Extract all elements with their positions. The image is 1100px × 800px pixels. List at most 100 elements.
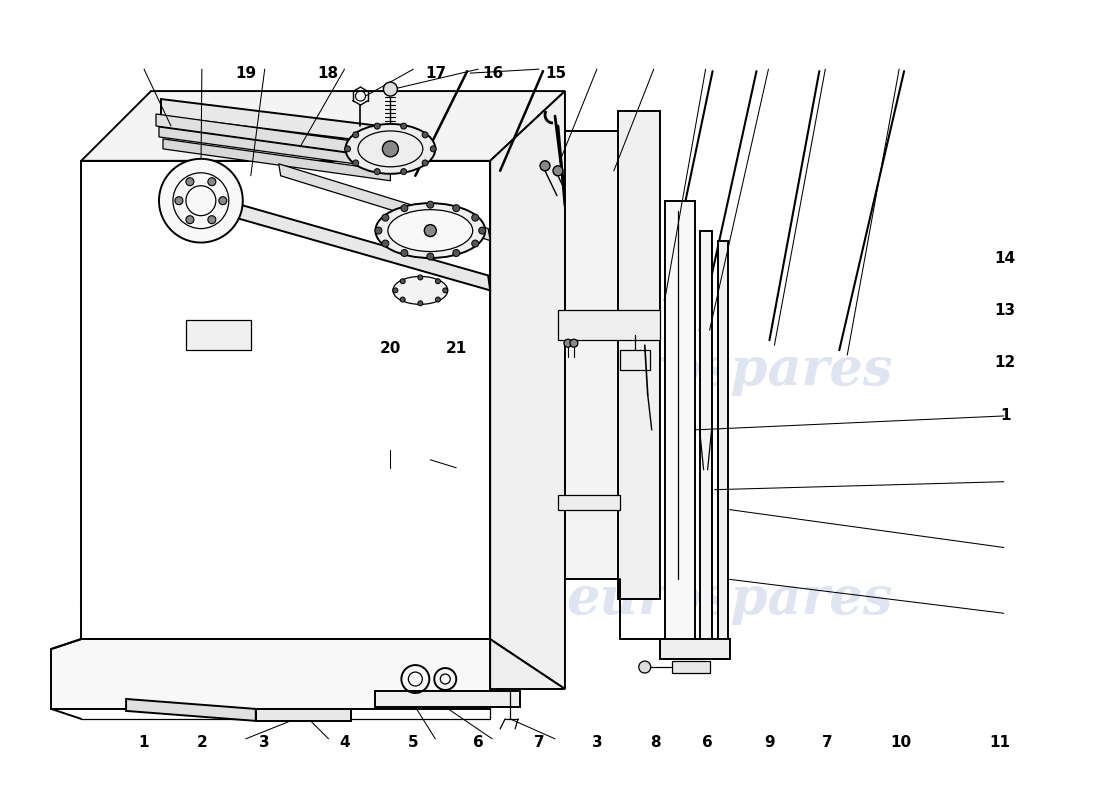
Circle shape bbox=[400, 250, 408, 257]
Circle shape bbox=[400, 205, 408, 212]
Circle shape bbox=[564, 339, 572, 347]
Polygon shape bbox=[186, 320, 251, 350]
Text: eurospares: eurospares bbox=[566, 574, 893, 625]
Polygon shape bbox=[660, 639, 729, 659]
Text: 12: 12 bbox=[994, 355, 1016, 370]
Circle shape bbox=[427, 201, 433, 208]
Circle shape bbox=[400, 169, 407, 174]
Circle shape bbox=[422, 132, 428, 138]
Polygon shape bbox=[156, 114, 410, 161]
Text: 14: 14 bbox=[994, 251, 1016, 266]
Circle shape bbox=[393, 288, 398, 293]
Text: 1: 1 bbox=[139, 735, 150, 750]
Polygon shape bbox=[52, 639, 491, 709]
Circle shape bbox=[208, 178, 216, 186]
Circle shape bbox=[383, 141, 398, 157]
Polygon shape bbox=[558, 494, 619, 510]
Text: 10: 10 bbox=[891, 735, 912, 750]
Circle shape bbox=[353, 160, 359, 166]
Circle shape bbox=[186, 178, 194, 186]
Circle shape bbox=[540, 161, 550, 170]
Ellipse shape bbox=[345, 124, 436, 174]
Circle shape bbox=[219, 197, 227, 205]
Polygon shape bbox=[161, 99, 420, 148]
Ellipse shape bbox=[393, 277, 448, 304]
Text: 2: 2 bbox=[197, 735, 208, 750]
Polygon shape bbox=[558, 310, 660, 340]
Circle shape bbox=[478, 227, 486, 234]
Circle shape bbox=[186, 216, 194, 224]
Text: eurospares: eurospares bbox=[77, 574, 404, 625]
Polygon shape bbox=[81, 161, 491, 639]
Text: 5: 5 bbox=[407, 735, 418, 750]
Circle shape bbox=[422, 160, 428, 166]
Text: 6: 6 bbox=[702, 735, 713, 750]
Circle shape bbox=[400, 278, 405, 284]
Text: eurospares: eurospares bbox=[566, 345, 893, 396]
Circle shape bbox=[472, 214, 478, 221]
Text: 3: 3 bbox=[260, 735, 270, 750]
Circle shape bbox=[208, 216, 216, 224]
Circle shape bbox=[553, 166, 563, 176]
Text: 21: 21 bbox=[447, 341, 468, 356]
Text: 15: 15 bbox=[544, 66, 566, 81]
Circle shape bbox=[160, 159, 243, 242]
Circle shape bbox=[374, 123, 381, 129]
Polygon shape bbox=[255, 709, 351, 721]
Polygon shape bbox=[160, 127, 406, 170]
Circle shape bbox=[418, 275, 422, 280]
Text: 7: 7 bbox=[823, 735, 833, 750]
Circle shape bbox=[344, 146, 351, 152]
Circle shape bbox=[436, 297, 440, 302]
Text: 1: 1 bbox=[1000, 409, 1011, 423]
Text: 13: 13 bbox=[994, 303, 1016, 318]
Circle shape bbox=[382, 214, 389, 221]
Circle shape bbox=[425, 225, 437, 237]
Text: 16: 16 bbox=[482, 66, 504, 81]
Polygon shape bbox=[278, 164, 491, 241]
Text: 6: 6 bbox=[473, 735, 484, 750]
Polygon shape bbox=[81, 639, 565, 689]
Text: 17: 17 bbox=[426, 66, 447, 81]
Text: 20: 20 bbox=[381, 341, 402, 356]
Circle shape bbox=[382, 240, 389, 247]
Circle shape bbox=[400, 297, 405, 302]
Circle shape bbox=[436, 278, 440, 284]
Text: 11: 11 bbox=[989, 735, 1011, 750]
Ellipse shape bbox=[388, 210, 473, 251]
Circle shape bbox=[453, 205, 460, 212]
Text: 19: 19 bbox=[235, 66, 256, 81]
Circle shape bbox=[472, 240, 478, 247]
Circle shape bbox=[353, 132, 359, 138]
Polygon shape bbox=[664, 201, 694, 659]
Polygon shape bbox=[174, 186, 491, 290]
Polygon shape bbox=[565, 131, 619, 579]
Circle shape bbox=[453, 250, 460, 257]
Polygon shape bbox=[163, 139, 390, 181]
Circle shape bbox=[418, 301, 422, 306]
Polygon shape bbox=[700, 230, 712, 649]
Circle shape bbox=[375, 227, 382, 234]
Polygon shape bbox=[618, 111, 660, 599]
Text: 8: 8 bbox=[650, 735, 661, 750]
Polygon shape bbox=[126, 699, 255, 721]
Ellipse shape bbox=[375, 203, 485, 258]
Circle shape bbox=[443, 288, 448, 293]
Circle shape bbox=[400, 123, 407, 129]
Circle shape bbox=[639, 661, 651, 673]
Circle shape bbox=[175, 197, 183, 205]
Circle shape bbox=[570, 339, 578, 347]
Polygon shape bbox=[375, 691, 520, 707]
Polygon shape bbox=[717, 241, 727, 639]
Polygon shape bbox=[81, 91, 565, 161]
Text: 7: 7 bbox=[534, 735, 544, 750]
Circle shape bbox=[430, 146, 437, 152]
Text: 3: 3 bbox=[592, 735, 603, 750]
Circle shape bbox=[374, 169, 381, 174]
Text: 4: 4 bbox=[340, 735, 350, 750]
Circle shape bbox=[427, 253, 433, 260]
Text: 9: 9 bbox=[764, 735, 774, 750]
Circle shape bbox=[384, 82, 397, 96]
Text: eurospares: eurospares bbox=[77, 345, 404, 396]
Polygon shape bbox=[672, 661, 710, 673]
